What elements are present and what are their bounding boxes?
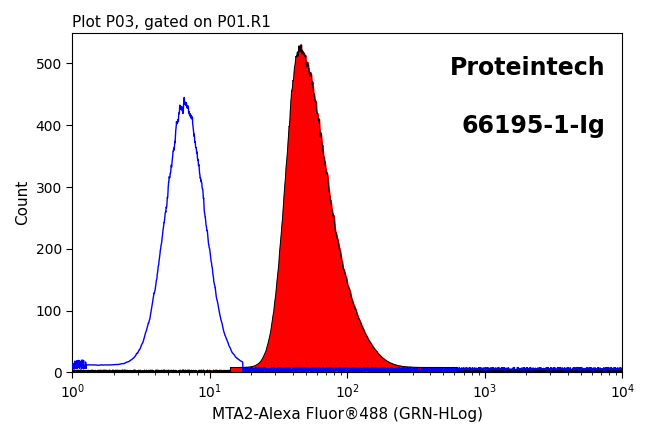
X-axis label: MTA2-Alexa Fluor®488 (GRN-HLog): MTA2-Alexa Fluor®488 (GRN-HLog) — [212, 407, 483, 422]
Text: 66195-1-Ig: 66195-1-Ig — [462, 114, 606, 138]
Text: Proteintech: Proteintech — [450, 56, 606, 80]
Text: Plot P03, gated on P01.R1: Plot P03, gated on P01.R1 — [72, 15, 271, 30]
Y-axis label: Count: Count — [15, 180, 30, 225]
